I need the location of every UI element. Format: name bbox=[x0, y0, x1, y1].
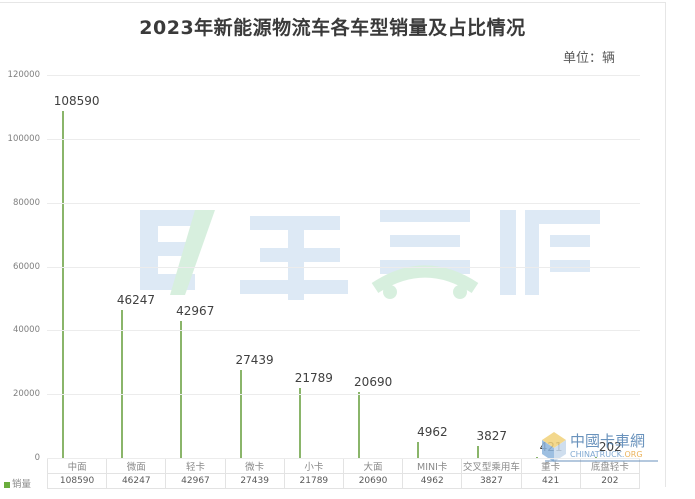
bar bbox=[61, 111, 64, 458]
category-cell: 交叉型乘用车 bbox=[461, 458, 522, 474]
gridline bbox=[47, 202, 640, 204]
bar-value-label: 21789 bbox=[294, 371, 333, 386]
category-cell: 小卡 bbox=[283, 458, 344, 474]
y-tick-label: 80000 bbox=[12, 197, 40, 208]
legend-swatch-icon bbox=[4, 481, 10, 488]
legend: 销量 bbox=[4, 476, 31, 490]
corner-watermark-cn: 中國卡車網 bbox=[570, 432, 645, 450]
value-cell: 20690 bbox=[342, 473, 404, 489]
category-cell: 微卡 bbox=[224, 458, 285, 474]
bar bbox=[358, 391, 361, 458]
y-tick-label: 0 bbox=[34, 453, 40, 463]
bar bbox=[298, 388, 301, 458]
value-cell: 46247 bbox=[106, 473, 167, 489]
category-cell: 中面 bbox=[46, 458, 108, 474]
bar bbox=[120, 310, 123, 458]
value-cell: 4962 bbox=[402, 473, 463, 489]
category-cell: MINI卡 bbox=[402, 458, 463, 474]
chart-title: 2023年新能源物流车各车型销量及占比情况 bbox=[139, 17, 526, 39]
category-cell: 大面 bbox=[342, 458, 404, 474]
bar-value-label: 4962 bbox=[417, 425, 448, 440]
unit-label: 单位：辆 bbox=[562, 51, 615, 66]
y-tick-label: 40000 bbox=[12, 325, 40, 336]
gridline bbox=[47, 266, 640, 268]
bar-value-label: 42967 bbox=[176, 303, 215, 318]
y-tick-label: 120000 bbox=[7, 70, 40, 80]
data-table: 中面 微面 轻卡 微卡 小卡 大面 MINI卡 交叉型乘用车 重卡 底盘轻卡 108590 4624… bbox=[46, 458, 641, 489]
bar-value-label: 3827 bbox=[476, 428, 508, 443]
gridline bbox=[47, 458, 640, 459]
bar bbox=[239, 370, 242, 458]
bar-value-label: 46247 bbox=[116, 293, 156, 308]
plot-area: 1085904624742967274392178920690496238274… bbox=[47, 0, 640, 460]
gridline bbox=[47, 330, 640, 332]
y-tick-label: 60000 bbox=[12, 261, 40, 272]
bar-value-label: 108590 bbox=[53, 94, 100, 109]
svg-text:CHINATRUCK.ORG: CHINATRUCK.ORG bbox=[570, 450, 643, 459]
category-cell: 轻卡 bbox=[165, 458, 226, 474]
y-tick-label: 20000 bbox=[12, 389, 40, 400]
y-tick-label: 100000 bbox=[7, 133, 40, 144]
value-cell: 27439 bbox=[224, 473, 285, 489]
legend-label: 销量 bbox=[12, 479, 32, 490]
value-cell: 108590 bbox=[46, 473, 108, 489]
value-cell: 21789 bbox=[283, 473, 344, 489]
bar-value-label: 202 bbox=[598, 440, 622, 455]
bar-value-label: 20690 bbox=[354, 374, 393, 389]
value-row: 108590 46247 42967 27439 21789 20690 4962 3827 4… bbox=[46, 473, 641, 489]
gridline bbox=[47, 75, 640, 76]
bar bbox=[476, 445, 479, 458]
bar bbox=[180, 320, 183, 458]
bar-value-label: 27439 bbox=[235, 353, 274, 368]
gridline bbox=[47, 394, 640, 396]
gridline bbox=[47, 138, 640, 140]
category-row: 中面 微面 轻卡 微卡 小卡 大面 MINI卡 交叉型乘用车 重卡 底盘轻卡 bbox=[46, 458, 641, 474]
bar bbox=[417, 442, 420, 458]
value-cell: 202 bbox=[579, 473, 641, 489]
category-cell: 微面 bbox=[106, 458, 167, 474]
chart-panel: 2023年新能源物流车各车型销量及占比情况 单位：辆 bbox=[0, 2, 666, 487]
value-cell: 3827 bbox=[461, 473, 522, 489]
chinatruck-logo-icon: 中國卡車網 CHINATRUCK.ORG bbox=[542, 432, 658, 462]
value-cell: 42967 bbox=[165, 473, 226, 489]
